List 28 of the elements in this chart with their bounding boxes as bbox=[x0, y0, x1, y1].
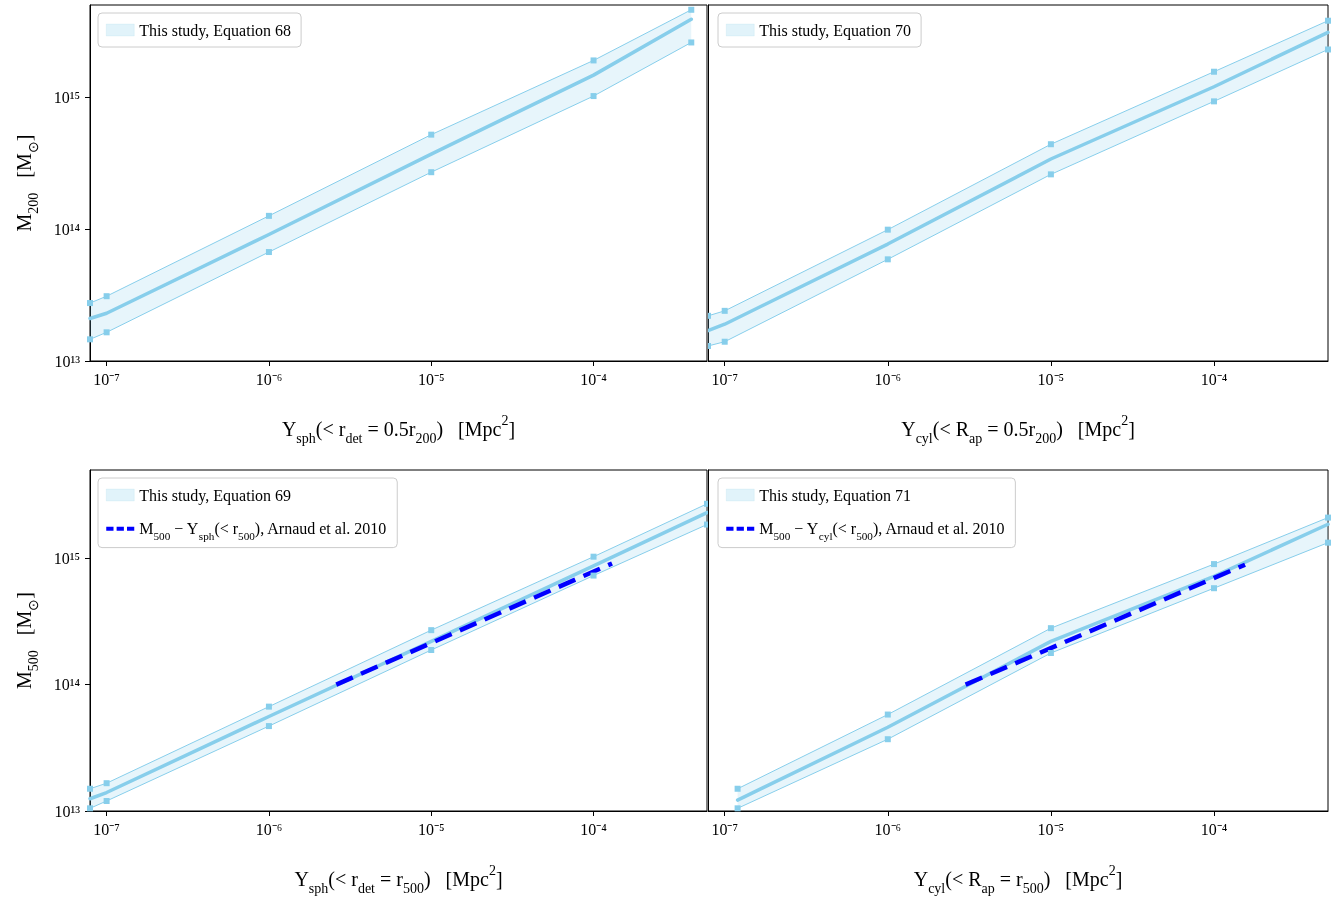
legend-label: This study, Equation 68 bbox=[139, 21, 292, 40]
x-tick-label: 10⁻⁷ bbox=[93, 820, 120, 838]
y-tick-label: 10¹⁴ bbox=[53, 676, 81, 694]
x-tick-label: 10⁻⁴ bbox=[580, 370, 608, 388]
x-tick-label: 10⁻⁶ bbox=[874, 370, 902, 388]
y-tick-label: 10¹⁴ bbox=[53, 220, 81, 238]
x-tick-label: 10⁻⁵ bbox=[417, 370, 445, 388]
x-tick-label: 10⁻⁵ bbox=[1037, 820, 1065, 838]
legend-label: This study, Equation 69 bbox=[139, 486, 292, 505]
x-tick-label: 10⁻⁴ bbox=[1200, 820, 1228, 838]
x-tick-label: 10⁻⁴ bbox=[1200, 370, 1228, 388]
y-axis-title: M500 [M⊙] bbox=[13, 592, 41, 689]
y-tick-label: 10¹⁵ bbox=[53, 549, 80, 567]
x-tick-label: 10⁻⁴ bbox=[580, 820, 608, 838]
y-axis-title: M200 [M⊙] bbox=[13, 134, 41, 232]
x-tick-label: 10⁻⁶ bbox=[874, 820, 902, 838]
x-tick-label: 10⁻⁷ bbox=[711, 820, 738, 838]
y-tick-label: 10¹³ bbox=[54, 352, 81, 370]
y-tick-label: 10¹³ bbox=[54, 802, 81, 820]
x-tick-label: 10⁻⁵ bbox=[417, 820, 445, 838]
y-tick-label: 10¹⁵ bbox=[53, 88, 80, 106]
x-tick-label: 10⁻⁷ bbox=[93, 370, 120, 388]
legend-label: This study, Equation 71 bbox=[759, 486, 912, 505]
x-tick-label: 10⁻⁷ bbox=[711, 370, 738, 388]
x-tick-label: 10⁻⁶ bbox=[255, 820, 283, 838]
legend-label: This study, Equation 70 bbox=[759, 21, 912, 40]
x-tick-label: 10⁻⁵ bbox=[1037, 370, 1065, 388]
x-tick-label: 10⁻⁶ bbox=[255, 370, 283, 388]
